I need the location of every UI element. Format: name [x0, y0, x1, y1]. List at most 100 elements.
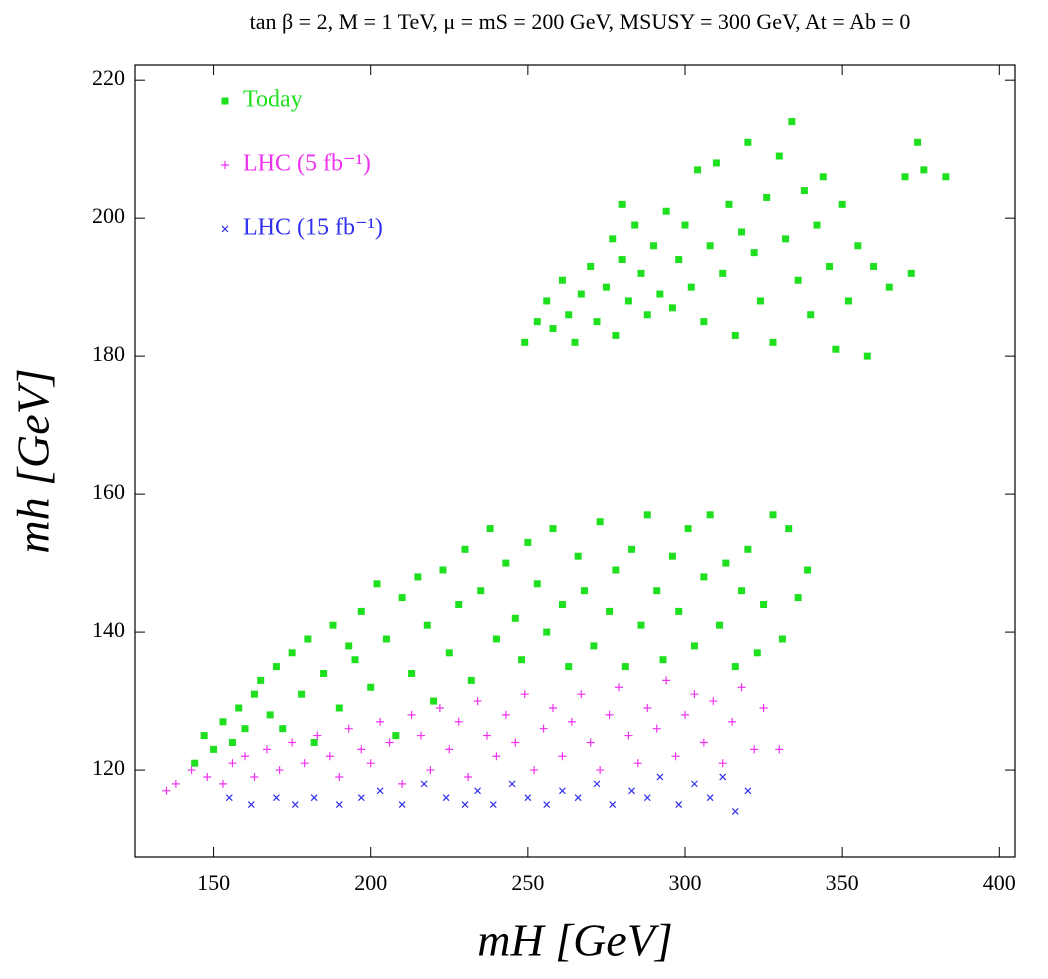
data-point [558, 276, 566, 284]
data-point [624, 297, 632, 305]
data-point [558, 752, 567, 761]
data-point [543, 297, 551, 305]
data-point [863, 352, 871, 360]
data-point [549, 703, 557, 712]
data-point [624, 731, 633, 740]
data-point [335, 772, 344, 781]
data-point [668, 552, 676, 560]
data-point [426, 766, 435, 775]
data-point [398, 779, 407, 788]
data-point [577, 290, 585, 298]
x-tick-label: 350 [826, 870, 859, 895]
data-point [442, 794, 450, 802]
data-point [228, 759, 237, 768]
data-point [376, 717, 385, 726]
data-point [628, 787, 635, 795]
data-point [288, 738, 297, 747]
data-point [565, 311, 573, 319]
data-point [559, 787, 566, 795]
data-point [652, 724, 661, 733]
data-point [901, 173, 909, 181]
data-point [171, 779, 180, 788]
data-point [690, 642, 698, 650]
data-point [250, 772, 259, 781]
data-point [310, 794, 318, 802]
data-point [706, 242, 714, 250]
data-point [694, 166, 702, 174]
data-point [716, 621, 724, 629]
data-point [643, 311, 651, 319]
data-point [832, 345, 840, 353]
data-point [586, 738, 595, 747]
data-point [769, 338, 777, 346]
data-point [675, 801, 683, 808]
data-point [235, 704, 243, 712]
data-point [838, 200, 846, 208]
data-point [731, 663, 739, 671]
data-point [769, 511, 777, 519]
data-point [643, 703, 652, 712]
data-point [606, 607, 614, 615]
data-point [398, 594, 406, 602]
data-point [942, 173, 950, 181]
data-point [467, 676, 475, 684]
x-tick-label: 150 [197, 870, 230, 895]
data-point [637, 621, 645, 629]
data-point [325, 752, 334, 761]
data-point [501, 710, 510, 719]
data-point [681, 221, 689, 229]
data-point [430, 697, 438, 705]
data-point [618, 200, 626, 208]
data-point [455, 600, 463, 608]
data-point [621, 663, 629, 671]
data-point [794, 594, 802, 602]
x-tick-label: 200 [354, 870, 387, 895]
data-point [357, 794, 365, 802]
data-point [656, 773, 664, 781]
data-point [813, 221, 821, 229]
y-axis-label: mh [GeV] [8, 368, 59, 553]
data-point [241, 725, 249, 733]
data-point [567, 717, 576, 726]
data-point [408, 669, 416, 677]
data-point [615, 683, 623, 692]
data-point [914, 138, 922, 146]
data-point [577, 690, 586, 699]
data-point [675, 256, 683, 264]
legend-marker [221, 161, 229, 169]
data-point [461, 801, 469, 808]
data-point [587, 262, 595, 270]
data-point [700, 318, 708, 326]
data-point [191, 759, 199, 767]
data-point [631, 221, 639, 229]
data-point [920, 166, 928, 174]
data-point [775, 745, 784, 754]
data-point [731, 808, 739, 815]
data-point [612, 566, 620, 574]
data-point [804, 566, 812, 574]
data-point [763, 193, 771, 201]
data-point [750, 745, 759, 754]
data-point [407, 710, 416, 719]
data-point [272, 663, 280, 671]
y-tick-label: 160 [92, 479, 125, 504]
data-point [543, 801, 551, 808]
data-point [565, 663, 573, 671]
data-point [266, 711, 274, 719]
data-point [291, 801, 299, 808]
x-tick-label: 250 [511, 870, 544, 895]
data-point [681, 710, 689, 719]
data-point [785, 525, 793, 533]
data-point [706, 511, 714, 519]
y-tick-label: 180 [92, 341, 125, 366]
data-point [744, 787, 752, 795]
data-point [533, 318, 541, 326]
data-point [549, 325, 557, 333]
data-point [489, 801, 497, 808]
data-point [385, 738, 394, 747]
data-point [310, 738, 318, 746]
data-point [398, 801, 406, 808]
data-point [700, 573, 708, 581]
data-point [719, 269, 727, 277]
data-point [376, 787, 384, 795]
